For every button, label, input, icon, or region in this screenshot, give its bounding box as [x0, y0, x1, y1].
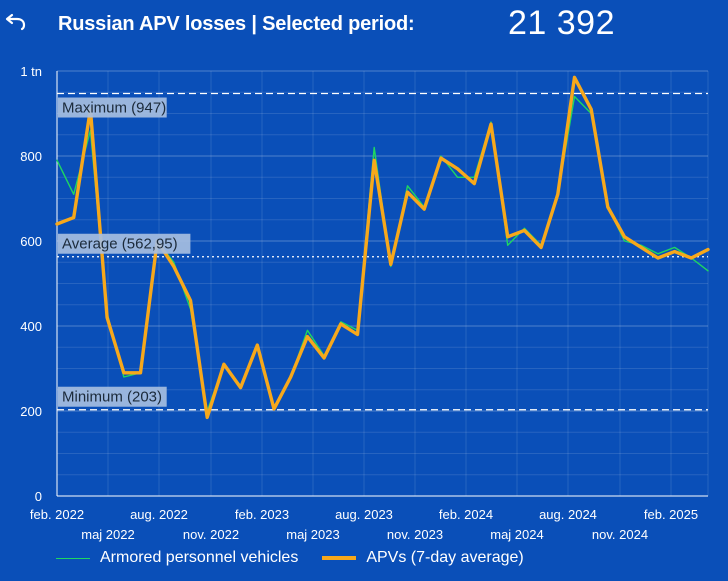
- x-tick-label: nov. 2023: [387, 527, 443, 542]
- y-tick-label: 400: [20, 319, 42, 334]
- x-tick-label: maj 2022: [81, 527, 134, 542]
- chart-title: Russian APV losses | Selected period:: [58, 13, 415, 35]
- y-tick-label: 600: [20, 234, 42, 249]
- undo-arrow-icon: [5, 13, 26, 31]
- chart-grid: [56, 70, 709, 497]
- y-tick-label: 200: [20, 404, 42, 419]
- series-line-avg: [55, 75, 710, 420]
- reference-label-box: [58, 386, 167, 407]
- y-tick-label: 1 tn: [20, 64, 42, 79]
- legend-swatch-raw: [56, 557, 90, 559]
- x-tick-label: aug. 2024: [539, 507, 597, 522]
- back-button[interactable]: [4, 8, 30, 34]
- x-tick-label: maj 2024: [490, 527, 543, 542]
- reference-label: Minimum (203): [62, 389, 162, 406]
- x-tick-label: feb. 2024: [439, 507, 493, 522]
- y-tick-label: 800: [20, 149, 42, 164]
- y-tick-label: 0: [35, 489, 42, 504]
- reference-label: Maximum (947): [62, 100, 166, 117]
- x-tick-label: nov. 2022: [183, 527, 239, 542]
- x-tick-label: nov. 2024: [592, 527, 648, 542]
- legend-swatch-avg: [322, 556, 357, 560]
- reference-label-box: [58, 233, 191, 254]
- reference-lines: [57, 92, 708, 411]
- x-tick-label: feb. 2025: [644, 507, 698, 522]
- legend-label-raw: Armored personnel vehicles: [100, 549, 299, 566]
- chart-axes: 0 200 400 600 800 1 tn feb. 2022 aug. 2022 feb. …: [20, 64, 708, 542]
- legend-item-raw[interactable]: Armored personnel vehicles: [56, 549, 298, 567]
- legend-item-avg[interactable]: APVs (7-day average): [322, 549, 524, 567]
- x-tick-label: maj 2023: [286, 527, 339, 542]
- reference-label: Average (562,95): [62, 236, 178, 253]
- x-tick-label: feb. 2022: [30, 507, 84, 522]
- legend-label-avg: APVs (7-day average): [366, 549, 524, 566]
- x-tick-label: aug. 2023: [335, 507, 393, 522]
- x-tick-label: aug. 2022: [130, 507, 188, 522]
- reference-label-box: [58, 97, 167, 118]
- x-tick-label: feb. 2023: [235, 507, 289, 522]
- chart-legend: Armored personnel vehicles APVs (7-day a…: [56, 549, 548, 567]
- reference-labels: Maximum (947) Average (562,95) Minimum (20…: [58, 97, 191, 407]
- total-losses-value: 21 392: [508, 4, 615, 42]
